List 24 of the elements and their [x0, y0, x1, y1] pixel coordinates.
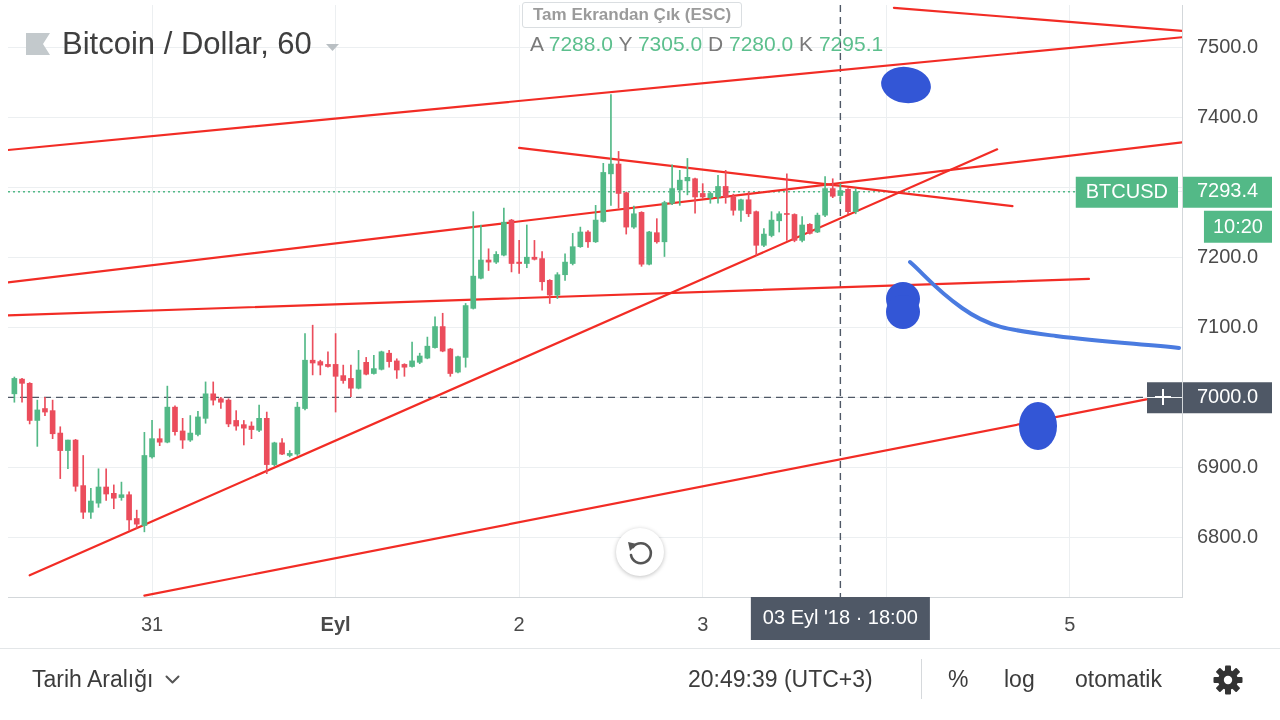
- text: 10:20: [1212, 214, 1264, 237]
- x-tick-label: 3: [697, 612, 709, 635]
- y-tick-label: 7200.0: [1197, 244, 1259, 267]
- ref-line-label: 03 Eyl '18 · 18:00: [762, 606, 918, 629]
- text: Tarih Aralığı: [32, 666, 154, 693]
- text: Bitcoin / Dollar, 60: [62, 26, 312, 62]
- text: 20:49:39 (UTC+3): [688, 666, 873, 693]
- y-tick-label: 6800.0: [1197, 524, 1259, 547]
- text: %: [948, 666, 969, 693]
- x-tick-label: 2: [513, 612, 525, 635]
- ref-line-label: BTCUSD: [1085, 179, 1168, 202]
- y-tick-label: 7400.0: [1197, 104, 1259, 127]
- x-tick-label: Eyl: [320, 612, 351, 635]
- text: otomatik: [1075, 666, 1162, 693]
- y-tick-label: 7000.0: [1197, 384, 1259, 407]
- x-tick-label: 31: [140, 612, 164, 635]
- text: A 7288.0 Y 7305.0 D 7280.0 K 7295.1: [530, 32, 884, 55]
- y-tick-label: 7100.0: [1197, 314, 1259, 337]
- y-tick-label: 7293.4: [1197, 179, 1259, 202]
- text: log: [1004, 666, 1035, 693]
- y-tick-label: 7500.0: [1197, 34, 1259, 57]
- x-tick-label: 5: [1064, 612, 1076, 635]
- y-tick-label: 6900.0: [1197, 454, 1259, 477]
- annotation: Tam Ekrandan Çık (ESC): [522, 2, 743, 28]
